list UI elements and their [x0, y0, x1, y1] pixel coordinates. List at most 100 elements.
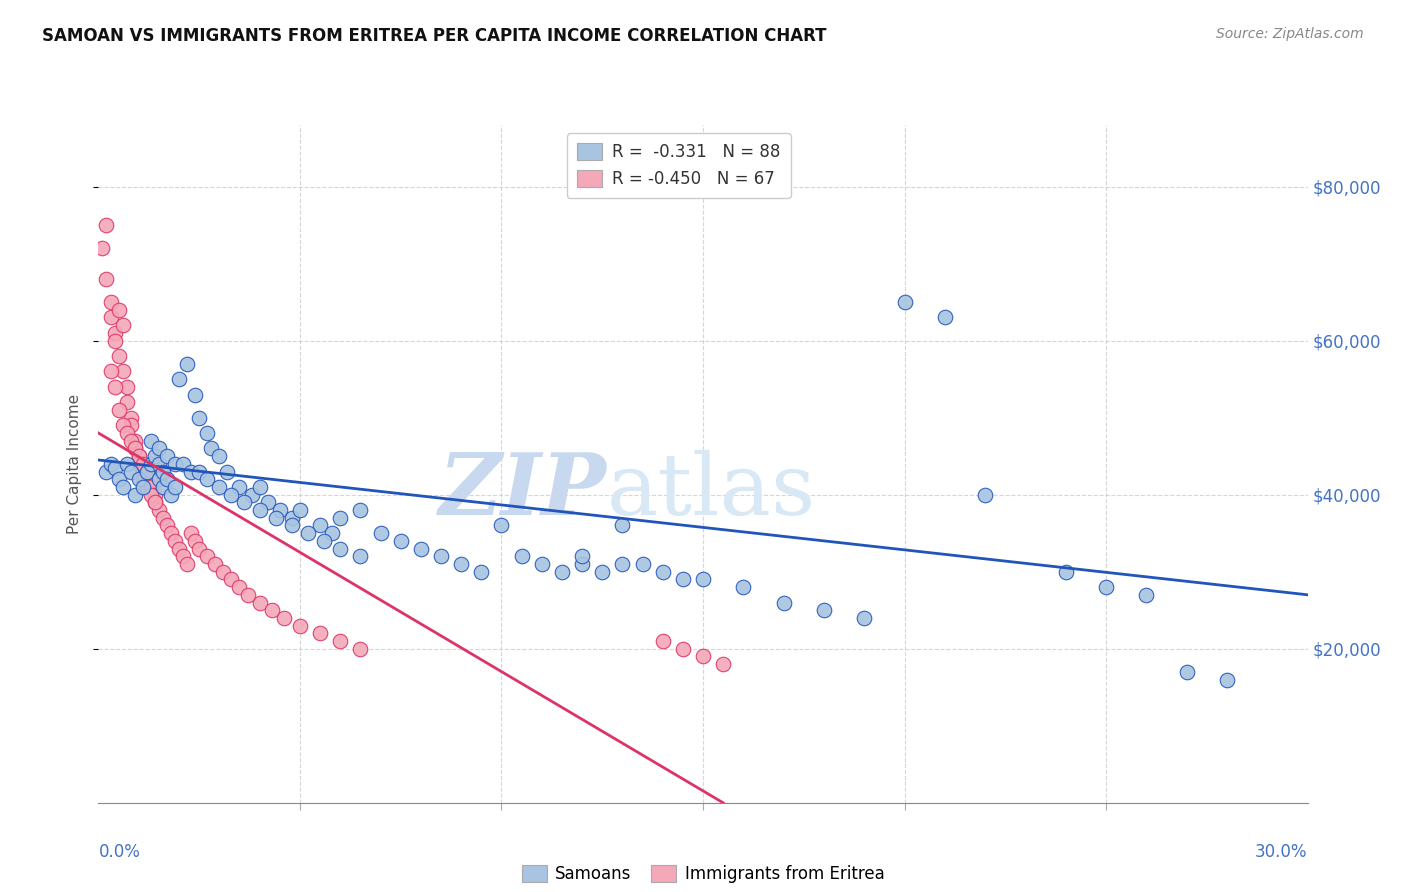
Point	[124, 442, 146, 456]
Point	[288, 503, 311, 517]
Point	[612, 557, 634, 571]
Point	[409, 541, 432, 556]
Point	[172, 457, 194, 471]
Point	[329, 634, 352, 648]
Point	[139, 488, 162, 502]
Point	[530, 557, 553, 571]
Point	[115, 380, 138, 394]
Point	[115, 425, 138, 440]
Point	[91, 241, 114, 255]
Text: Source: ZipAtlas.com: Source: ZipAtlas.com	[1216, 27, 1364, 41]
Point	[256, 495, 278, 509]
Point	[672, 573, 695, 587]
Point	[152, 465, 174, 479]
Point	[188, 410, 211, 425]
Point	[571, 557, 593, 571]
Text: 30.0%: 30.0%	[1256, 843, 1308, 861]
Point	[200, 442, 222, 456]
Point	[115, 395, 138, 409]
Point	[111, 318, 134, 333]
Point	[139, 480, 162, 494]
Point	[204, 557, 226, 571]
Legend: Samoans, Immigrants from Eritrea: Samoans, Immigrants from Eritrea	[515, 858, 891, 889]
Point	[107, 302, 129, 317]
Point	[269, 503, 291, 517]
Point	[228, 580, 250, 594]
Point	[156, 518, 179, 533]
Point	[491, 518, 513, 533]
Point	[297, 526, 319, 541]
Point	[249, 480, 271, 494]
Point	[143, 449, 166, 463]
Point	[430, 549, 453, 564]
Point	[264, 510, 287, 524]
Point	[772, 595, 794, 609]
Point	[139, 457, 162, 471]
Text: atlas: atlas	[606, 450, 815, 533]
Point	[148, 442, 170, 456]
Point	[167, 541, 190, 556]
Point	[128, 472, 150, 486]
Point	[120, 434, 142, 448]
Point	[111, 418, 134, 433]
Point	[612, 518, 634, 533]
Point	[120, 418, 142, 433]
Point	[135, 480, 157, 494]
Point	[96, 272, 118, 286]
Point	[273, 611, 295, 625]
Point	[100, 310, 122, 325]
Point	[163, 480, 186, 494]
Point	[571, 549, 593, 564]
Point	[124, 488, 146, 502]
Point	[195, 472, 218, 486]
Point	[450, 557, 472, 571]
Point	[135, 465, 157, 479]
Point	[103, 460, 125, 475]
Point	[100, 364, 122, 378]
Point	[143, 495, 166, 509]
Point	[96, 465, 118, 479]
Point	[135, 465, 157, 479]
Point	[733, 580, 755, 594]
Point	[510, 549, 533, 564]
Point	[349, 549, 371, 564]
Point	[281, 518, 304, 533]
Point	[103, 380, 125, 394]
Point	[176, 357, 198, 371]
Y-axis label: Per Capita Income: Per Capita Income	[67, 393, 83, 534]
Point	[551, 565, 574, 579]
Point	[631, 557, 654, 571]
Point	[107, 472, 129, 486]
Point	[329, 541, 352, 556]
Point	[132, 465, 155, 479]
Point	[314, 533, 336, 548]
Point	[103, 326, 125, 340]
Point	[188, 465, 211, 479]
Text: ZIP: ZIP	[439, 450, 606, 533]
Point	[184, 533, 207, 548]
Point	[107, 349, 129, 363]
Point	[120, 410, 142, 425]
Point	[111, 364, 134, 378]
Point	[208, 480, 231, 494]
Point	[195, 549, 218, 564]
Point	[651, 565, 673, 579]
Point	[288, 618, 311, 632]
Text: 0.0%: 0.0%	[98, 843, 141, 861]
Point	[232, 495, 254, 509]
Point	[139, 472, 162, 486]
Point	[349, 641, 371, 656]
Point	[143, 495, 166, 509]
Point	[172, 549, 194, 564]
Point	[1175, 665, 1198, 679]
Point	[672, 641, 695, 656]
Point	[591, 565, 613, 579]
Point	[692, 649, 714, 664]
Point	[152, 510, 174, 524]
Point	[115, 457, 138, 471]
Point	[111, 480, 134, 494]
Point	[132, 472, 155, 486]
Point	[120, 465, 142, 479]
Point	[934, 310, 956, 325]
Point	[329, 510, 352, 524]
